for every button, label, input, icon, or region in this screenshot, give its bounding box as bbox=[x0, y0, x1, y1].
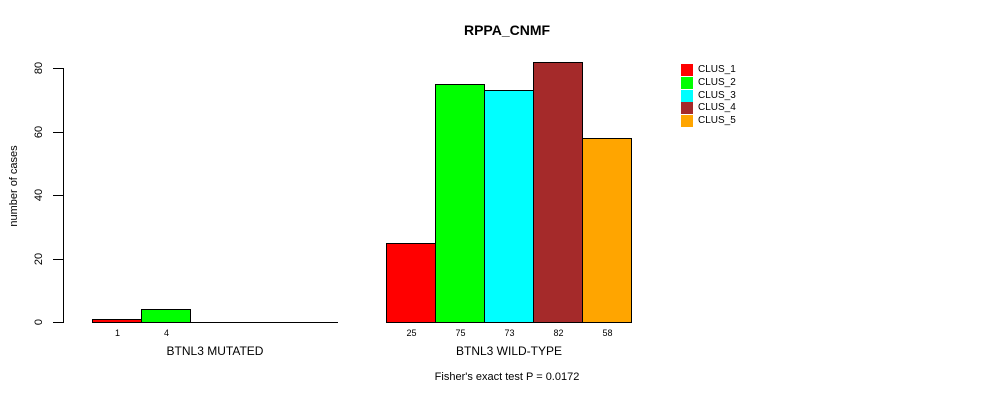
bar-clus_3-group1 bbox=[484, 90, 534, 323]
y-axis-tick-label: 40 bbox=[33, 188, 45, 202]
bar-clus_1-group1 bbox=[386, 243, 436, 323]
legend-label-clus_2: CLUS_2 bbox=[698, 77, 736, 88]
legend-swatch-clus_1 bbox=[681, 64, 693, 76]
y-axis-tick-label: 0 bbox=[33, 318, 45, 326]
group-label-mutated: BTNL3 MUTATED bbox=[166, 344, 264, 358]
bar-value-label: 75 bbox=[455, 328, 466, 338]
legend-swatch-clus_4 bbox=[681, 102, 693, 114]
y-axis-tick-label: 60 bbox=[33, 125, 45, 139]
bar-value-label: 4 bbox=[163, 328, 170, 338]
bar-value-label: 82 bbox=[553, 328, 564, 338]
y-axis-tick bbox=[53, 68, 63, 69]
legend-swatch-clus_3 bbox=[681, 90, 693, 102]
bar-clus_2-group0 bbox=[141, 309, 191, 323]
y-axis-title: number of cases bbox=[8, 145, 20, 227]
y-axis-tick-label: 20 bbox=[33, 252, 45, 266]
bar-value-label: 73 bbox=[504, 328, 515, 338]
bar-clus_1-group0 bbox=[92, 319, 142, 323]
bar-value-label: 1 bbox=[114, 328, 121, 338]
bar-value-label: 58 bbox=[602, 328, 613, 338]
bar-clus_4-group1 bbox=[533, 62, 583, 323]
y-axis-tick bbox=[53, 259, 63, 260]
y-axis-tick bbox=[53, 322, 63, 323]
chart-title: RPPA_CNMF bbox=[463, 22, 551, 38]
legend-label-clus_1: CLUS_1 bbox=[698, 64, 736, 75]
y-axis-tick bbox=[53, 195, 63, 196]
bar-clus_2-group1 bbox=[435, 84, 485, 323]
legend-swatch-clus_5 bbox=[681, 115, 693, 127]
fisher-test-annotation: Fisher's exact test P = 0.0172 bbox=[434, 371, 580, 383]
y-axis-tick-label: 80 bbox=[33, 61, 45, 75]
legend-label-clus_3: CLUS_3 bbox=[698, 90, 736, 101]
y-axis-tick bbox=[53, 132, 63, 133]
group-label-wildtype: BTNL3 WILD-TYPE bbox=[455, 344, 563, 358]
bar-clus_5-group1 bbox=[582, 138, 632, 323]
legend-label-clus_5: CLUS_5 bbox=[698, 115, 736, 126]
y-axis-line bbox=[63, 68, 64, 323]
x-axis-line-mutated bbox=[92, 322, 338, 323]
legend-swatch-clus_2 bbox=[681, 77, 693, 89]
legend-label-clus_4: CLUS_4 bbox=[698, 102, 736, 113]
bar-value-label: 25 bbox=[406, 328, 417, 338]
